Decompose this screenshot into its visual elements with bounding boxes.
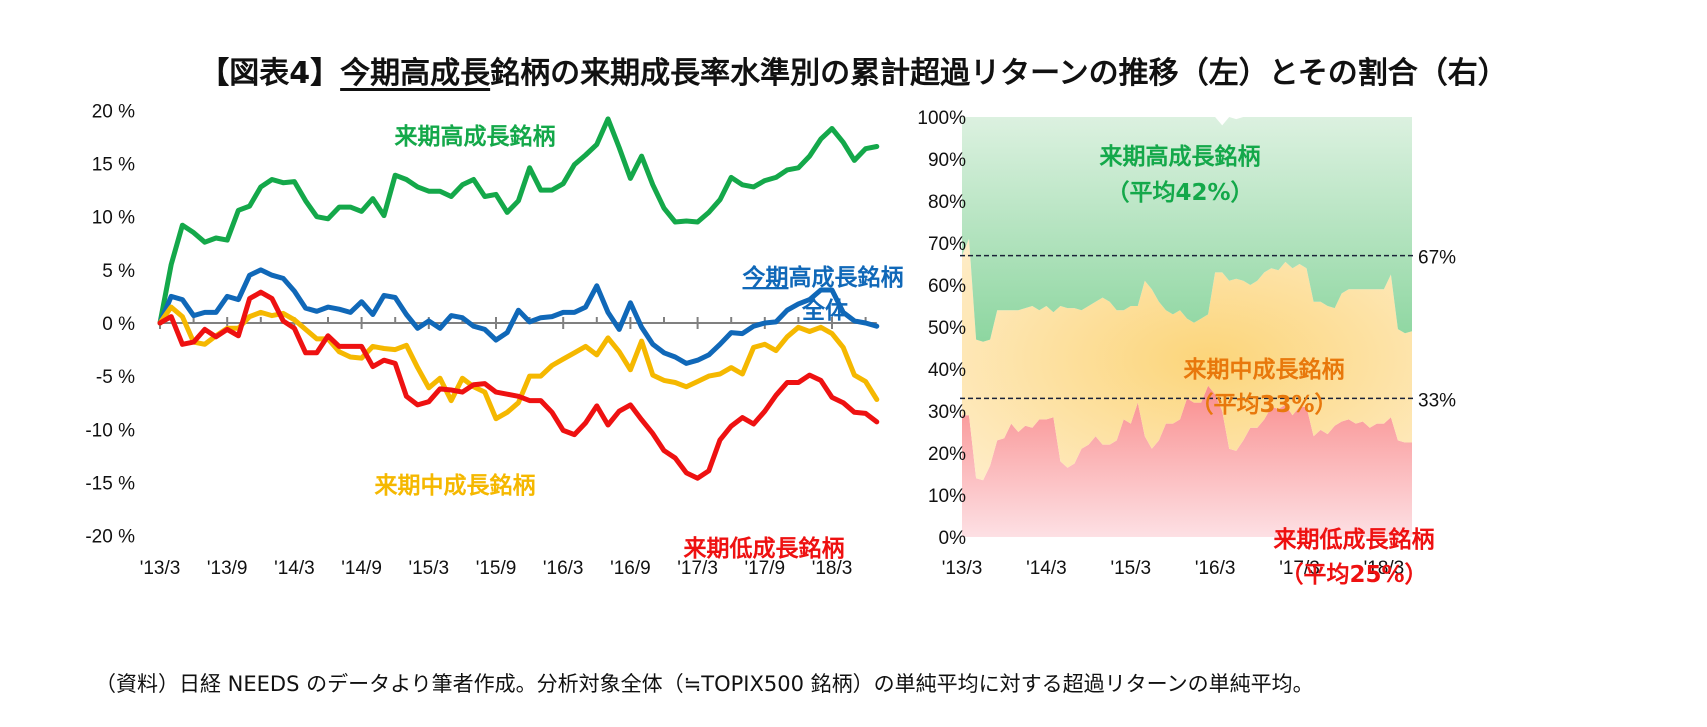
left-x-tick-label: '16/9 — [610, 558, 651, 579]
right-y-tick-label: 100% — [917, 108, 966, 129]
left-x-tick-label: '14/3 — [274, 558, 315, 579]
right-y-tick-label: 80% — [928, 192, 966, 213]
left-x-tick-label: '13/9 — [207, 558, 248, 579]
right-stacked-area-chart: 100% 90% 80% 70% 60% 50% 40% 30% 20% 10% 0% '13/3 '1… — [917, 108, 1456, 579]
right-y-tick-label: 20% — [928, 444, 966, 465]
series-line-all — [157, 267, 880, 366]
left-y-tick-label: -5 % — [96, 367, 135, 388]
label-low-growth-average: （平均25%） — [1280, 561, 1427, 588]
series-line-high — [157, 116, 880, 326]
label-low-growth-left: 来期低成長銘柄 — [684, 535, 845, 562]
right-y-tick-label: 10% — [928, 486, 966, 507]
right-y-tick-label: 0% — [939, 528, 967, 549]
label-rest-part: 高成長銘柄 — [789, 264, 904, 291]
label-mid-growth-average: （平均33%） — [1190, 391, 1337, 418]
left-x-tick-label: '16/3 — [543, 558, 584, 579]
label-high-growth-left: 来期高成長銘柄 — [395, 123, 556, 150]
label-mid-growth-right: 来期中成長銘柄 — [1184, 356, 1345, 383]
right-y-tick-label: 90% — [928, 150, 966, 171]
right-x-tick-label: '18/3 — [1364, 558, 1405, 579]
right-y-tick-label: 60% — [928, 276, 966, 297]
left-line-chart: 20 %15 %10 %5 %0 %-5 %-10 %-15 %-20 %'13… — [85, 101, 880, 579]
reference-line-label: 33% — [1418, 390, 1456, 411]
right-y-tick-label: 50% — [928, 318, 966, 339]
left-x-tick-label: '15/3 — [408, 558, 449, 579]
label-current-high-growth-all-line2: 全体 — [801, 297, 849, 324]
left-x-tick-label: '15/9 — [476, 558, 517, 579]
left-y-tick-label: -20 % — [85, 527, 135, 548]
label-underlined-part: 今期 — [743, 264, 789, 291]
left-y-tick-label: -15 % — [85, 473, 135, 494]
source-footnote: （資料）日経 NEEDS のデータより筆者作成。分析対象全体（≒TOPIX500… — [95, 672, 1314, 696]
area-mid — [962, 238, 1412, 481]
left-y-tick-label: -10 % — [85, 420, 135, 441]
label-mid-growth-left: 来期中成長銘柄 — [375, 472, 536, 499]
right-x-tick-label: '15/3 — [1110, 558, 1151, 579]
label-high-growth-right: 来期高成長銘柄 — [1100, 143, 1261, 170]
left-y-tick-label: 15 % — [92, 155, 135, 176]
area-high — [962, 117, 1412, 342]
left-x-tick-label: '17/9 — [744, 558, 785, 579]
right-x-tick-label: '14/3 — [1026, 558, 1067, 579]
left-x-tick-label: '14/9 — [341, 558, 382, 579]
right-y-tick-label: 30% — [928, 402, 966, 423]
label-current-high-growth-all: 今期高成長銘柄 — [743, 264, 904, 291]
series-line-low — [157, 289, 880, 481]
right-y-tick-label: 70% — [928, 234, 966, 255]
right-x-tick-label: '17/3 — [1279, 558, 1320, 579]
reference-line-label: 67% — [1418, 248, 1456, 269]
left-y-tick-label: 10 % — [92, 208, 135, 229]
label-low-growth-right: 来期低成長銘柄 — [1274, 526, 1435, 553]
left-y-tick-label: 20 % — [92, 101, 135, 122]
label-high-growth-average: （平均42%） — [1106, 179, 1253, 206]
right-y-tick-label: 40% — [928, 360, 966, 381]
left-x-tick-label: '17/3 — [677, 558, 718, 579]
chart-title: 【図表4】今期高成長銘柄の来期成長率水準別の累計超過リターンの推移（左）とその割… — [0, 48, 1707, 92]
right-x-tick-label: '16/3 — [1195, 558, 1236, 579]
title-underlined: 今期高成長 — [340, 56, 491, 91]
chart-annotations: 来期高成長銘柄今期高成長銘柄全体来期中成長銘柄来期低成長銘柄来期高成長銘柄（平均… — [375, 123, 1435, 588]
left-y-tick-label: 0 % — [102, 314, 135, 335]
left-x-tick-label: '18/3 — [812, 558, 853, 579]
title-rest: 銘柄の来期成長率水準別の累計超過リターンの推移（左）とその割合（右） — [490, 56, 1508, 91]
right-x-tick-label: '13/3 — [942, 558, 983, 579]
title-prefix: 【図表4】 — [199, 56, 341, 91]
area-low — [962, 385, 1412, 537]
left-x-tick-label: '13/3 — [140, 558, 181, 579]
left-y-tick-label: 5 % — [102, 261, 135, 282]
